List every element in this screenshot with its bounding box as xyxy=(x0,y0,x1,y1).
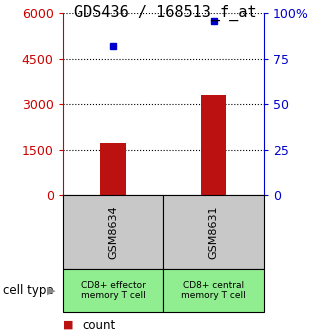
Text: count: count xyxy=(82,319,116,332)
Text: GSM8634: GSM8634 xyxy=(108,205,118,259)
Text: cell type: cell type xyxy=(3,284,54,297)
Text: GSM8631: GSM8631 xyxy=(209,205,219,259)
Bar xyxy=(163,269,264,312)
Bar xyxy=(163,195,264,269)
Text: GDS436 / 168513_f_at: GDS436 / 168513_f_at xyxy=(74,5,256,21)
Bar xyxy=(201,95,226,195)
Text: CD8+ central
memory T cell: CD8+ central memory T cell xyxy=(181,281,246,300)
Bar xyxy=(100,143,126,195)
Bar xyxy=(63,195,163,269)
Text: ■: ■ xyxy=(63,319,73,329)
Text: CD8+ effector
memory T cell: CD8+ effector memory T cell xyxy=(81,281,146,300)
Bar xyxy=(63,269,163,312)
Text: ▶: ▶ xyxy=(47,286,55,296)
